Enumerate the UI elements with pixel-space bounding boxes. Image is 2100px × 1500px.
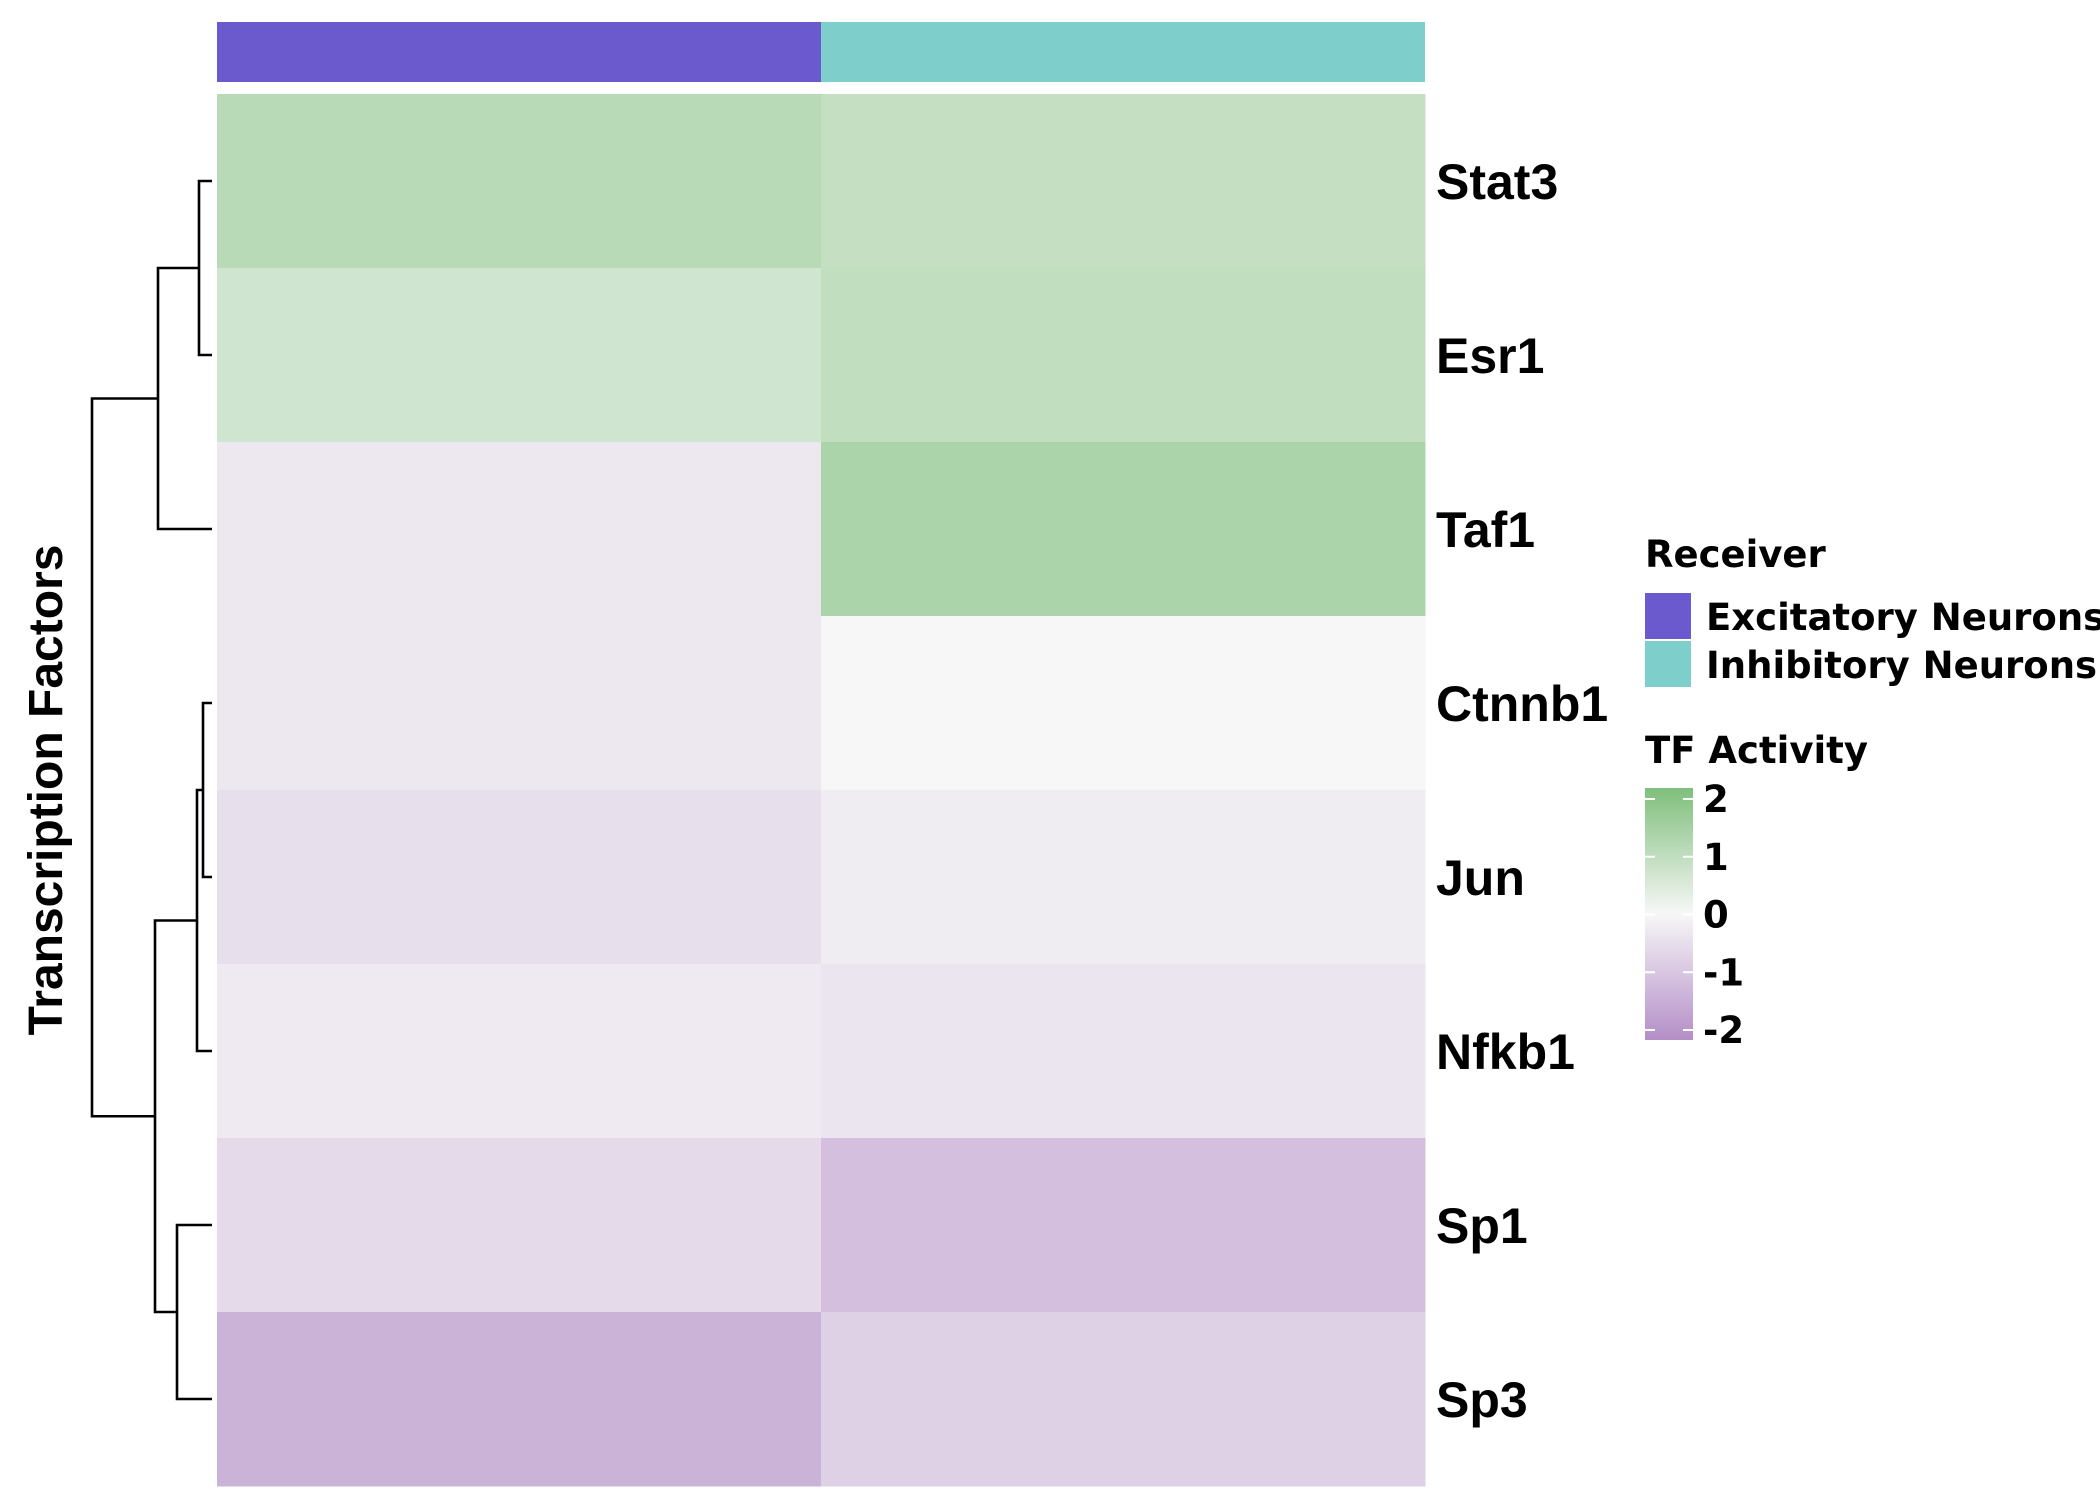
legend-label: Inhibitory Neurons <box>1706 644 2097 687</box>
heatmap-cell <box>821 616 1426 791</box>
dendrogram-branch <box>195 788 212 1053</box>
heatmap-cell <box>821 790 1426 965</box>
receiver-legend: Receiver Excitatory Neurons Inhibitory Ne… <box>1645 533 2100 687</box>
row-label: Sp3 <box>1436 1372 1528 1428</box>
colorbar-tick-label: -1 <box>1703 951 1744 994</box>
heatmap-cell <box>821 964 1426 1139</box>
heatmap-cell <box>217 442 822 617</box>
dendrogram-branch <box>156 266 212 531</box>
legend-label: Excitatory Neurons <box>1706 596 2100 639</box>
column-annotation-bar <box>217 22 1425 82</box>
heatmap-cell <box>821 1312 1426 1487</box>
dendrogram-branch <box>201 701 212 879</box>
annotation-cell-1 <box>821 22 1425 82</box>
colorbar-tick-label: 2 <box>1703 778 1729 821</box>
heatmap-cell <box>217 268 822 443</box>
row-label: Nfkb1 <box>1436 1024 1575 1080</box>
row-label: Jun <box>1436 850 1525 906</box>
tf-activity-legend-title: TF Activity <box>1645 729 1868 772</box>
heatmap-cell <box>821 1138 1426 1313</box>
heatmap-cell <box>821 442 1426 617</box>
dendrogram-branch <box>197 179 212 357</box>
colorbar-tick-label: 0 <box>1703 894 1729 937</box>
colorbar-tick-label: 1 <box>1703 836 1729 879</box>
heatmap-cells <box>217 94 1426 1487</box>
dendrogram-branch <box>175 1223 212 1401</box>
y-axis-title: Transcription Factors <box>20 545 73 1036</box>
row-label: Ctnnb1 <box>1436 676 1608 732</box>
heatmap-cell <box>821 268 1426 443</box>
row-label: Taf1 <box>1436 502 1535 558</box>
annotation-cell-0 <box>217 22 821 82</box>
heatmap-cell <box>217 94 822 269</box>
heatmap-cell <box>217 616 822 791</box>
row-label: Sp1 <box>1436 1198 1528 1254</box>
receiver-legend-title: Receiver <box>1645 533 1827 576</box>
row-dendrogram <box>90 179 212 1401</box>
dendrogram-branch <box>90 397 158 1118</box>
row-labels: Stat3 Esr1 Taf1 Ctnnb1 Jun Nfkb1 Sp1 Sp3 <box>1436 154 1608 1428</box>
heatmap-cell <box>217 790 822 965</box>
heatmap-cell <box>217 1138 822 1313</box>
legend-swatch <box>1645 593 1691 639</box>
heatmap-cell <box>821 94 1426 269</box>
heatmap-cell <box>217 964 822 1139</box>
row-label: Esr1 <box>1436 328 1544 384</box>
row-label: Stat3 <box>1436 154 1558 210</box>
colorbar-tick-label: -2 <box>1703 1009 1744 1052</box>
heatmap-cell <box>217 1312 822 1487</box>
legend-swatch <box>1645 641 1691 687</box>
tf-activity-legend: TF Activity 2 1 0 -1 -2 <box>1645 729 1868 1052</box>
